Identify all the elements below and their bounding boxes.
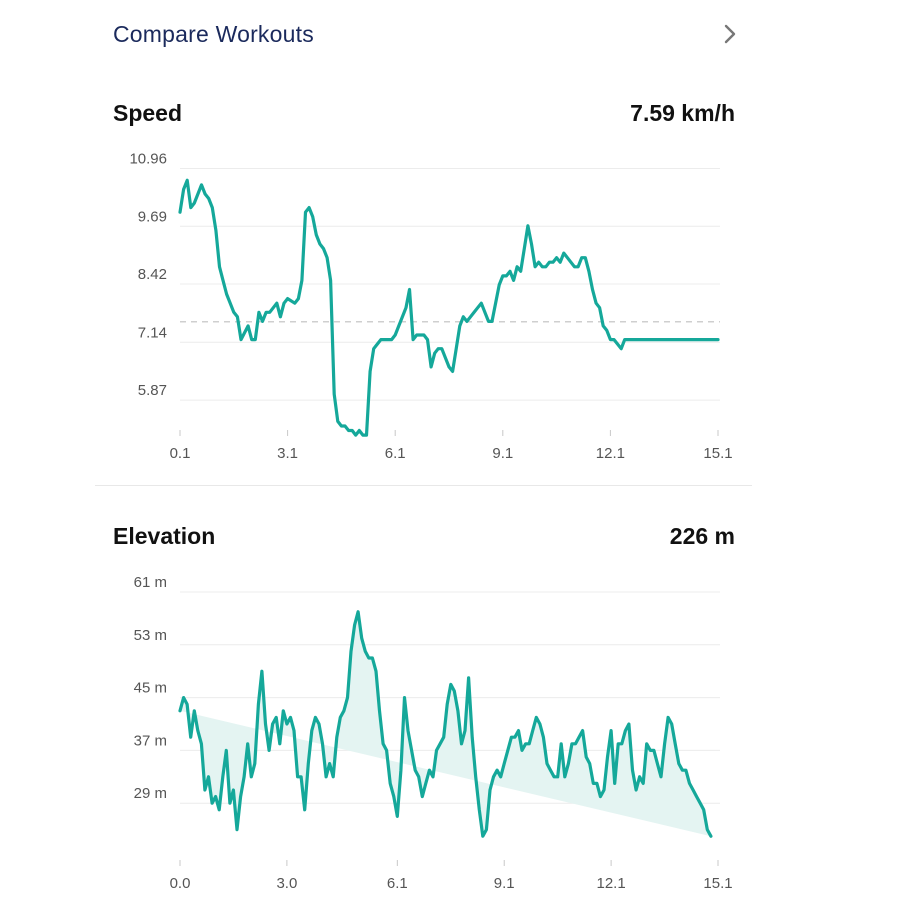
speed-x-tick-label: 0.1 bbox=[170, 445, 191, 462]
elevation-x-tick-label: 6.1 bbox=[387, 875, 408, 892]
speed-x-tick-label: 9.1 bbox=[492, 445, 513, 462]
elevation-x-tick-label: 9.1 bbox=[494, 875, 515, 892]
elevation-y-tick-label: 37 m bbox=[134, 732, 167, 749]
compare-workouts-row[interactable]: Compare Workouts bbox=[113, 14, 740, 54]
speed-y-tick-label: 9.69 bbox=[138, 208, 167, 225]
elevation-title: Elevation bbox=[113, 523, 216, 549]
elevation-chart: 61 m 53 m 45 m 37 m 29 m 0.0 3.0 6.1 9.1 12.1 15.1 bbox=[134, 575, 733, 892]
speed-x-tick-label: 15.1 bbox=[703, 445, 732, 462]
elevation-x-tick-label: 12.1 bbox=[597, 875, 626, 892]
elevation-x-tick-label: 3.0 bbox=[276, 875, 297, 892]
elevation-header: Elevation 226 m bbox=[113, 523, 735, 550]
elevation-x-tick-label: 15.1 bbox=[703, 875, 732, 892]
speed-y-tick-label: 10.96 bbox=[129, 150, 167, 167]
elevation-y-tick-label: 45 m bbox=[134, 680, 167, 697]
elevation-x-tick-label: 0.0 bbox=[170, 875, 191, 892]
speed-x-tick-label: 6.1 bbox=[385, 445, 406, 462]
speed-header: Speed 7.59 km/h bbox=[113, 100, 735, 127]
speed-y-tick-label: 7.14 bbox=[138, 324, 167, 341]
speed-x-tick-label: 3.1 bbox=[277, 445, 298, 462]
speed-y-tick-label: 8.42 bbox=[138, 266, 167, 283]
speed-series-line bbox=[178, 178, 720, 437]
elevation-y-tick-label: 53 m bbox=[134, 627, 167, 644]
section-divider bbox=[95, 485, 752, 486]
speed-y-tick-label: 5.87 bbox=[138, 382, 167, 399]
chevron-right-icon bbox=[724, 24, 736, 44]
speed-x-tick-label: 12.1 bbox=[596, 445, 625, 462]
elevation-series-line bbox=[178, 610, 713, 838]
compare-workouts-label: Compare Workouts bbox=[113, 20, 314, 47]
elevation-y-tick-label: 61 m bbox=[134, 575, 167, 591]
speed-value: 7.59 km/h bbox=[630, 100, 735, 126]
speed-title: Speed bbox=[113, 100, 183, 126]
elevation-value: 226 m bbox=[669, 523, 735, 549]
elevation-y-tick-label: 29 m bbox=[134, 785, 167, 802]
speed-chart: 10.96 9.69 8.42 7.14 5.87 0.1 3.1 6.1 9.1 12.1 15.… bbox=[129, 150, 732, 462]
